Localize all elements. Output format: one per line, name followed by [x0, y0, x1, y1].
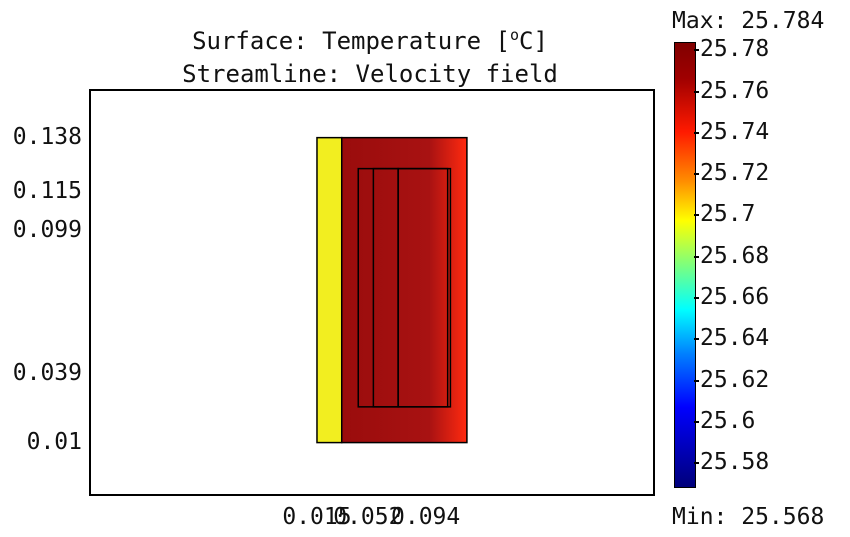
colorbar-tick-label: 25.74: [693, 118, 770, 145]
colorbar-tick-label: 25.6: [693, 407, 756, 434]
colorbar-min-label: Min: 25.568: [672, 504, 825, 530]
domain-region-1: [316, 136, 343, 444]
colorbar-tick-label: 25.62: [693, 366, 770, 393]
y-tick-label: 0.138: [12, 123, 82, 150]
chart-subtitle: Streamline: Velocity field: [182, 60, 558, 88]
y-tick-label: 0.01: [26, 428, 82, 455]
y-tick-label: 0.099: [12, 216, 82, 243]
colorbar-max-label: Max: 25.784: [672, 8, 825, 34]
colorbar-tick-label: 25.68: [693, 242, 770, 269]
colorbar: [674, 42, 696, 488]
x-tick-label: 0.094: [391, 504, 461, 530]
inner-box-3: [397, 167, 449, 408]
colorbar-tick-label: 25.66: [693, 284, 770, 311]
x-tick-label: 0.052: [333, 504, 403, 530]
colorbar-tick-label: 25.76: [693, 77, 770, 104]
colorbar-tick-label: 25.7: [693, 201, 756, 228]
colorbar-tick-label: 25.58: [693, 449, 770, 476]
domain-region-2: [340, 136, 468, 444]
colorbar-tick-label: 25.72: [693, 160, 770, 187]
y-tick-label: 0.039: [12, 359, 82, 386]
colorbar-tick-label: 25.64: [693, 325, 770, 352]
chart-title: Surface: Temperature [oC]: [192, 26, 548, 55]
y-tick-label: 0.115: [12, 178, 82, 205]
x-tick-label: 0.015: [282, 504, 352, 530]
colorbar-tick-label: 25.78: [693, 36, 770, 63]
